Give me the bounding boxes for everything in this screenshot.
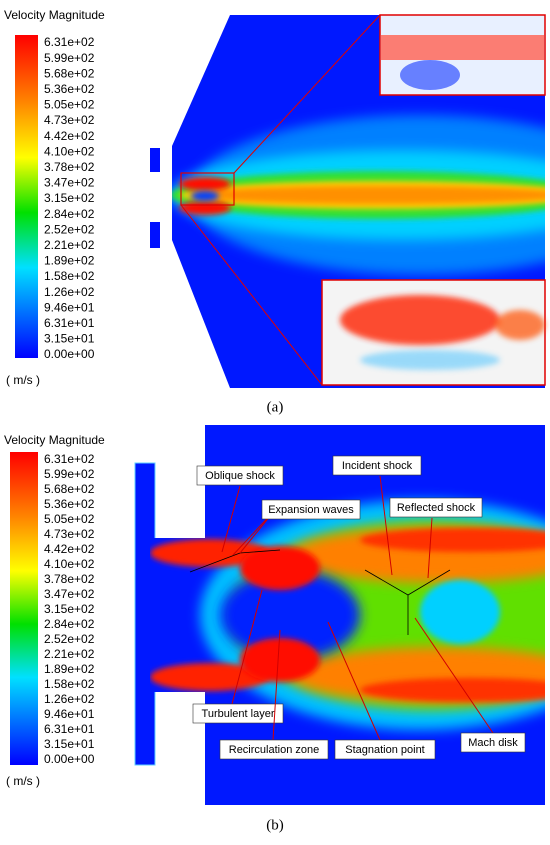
- colorbar-label: 4.10e+02: [44, 557, 95, 571]
- colorbar-label: 5.99e+02: [44, 51, 95, 65]
- annotation: Turbulent layer: [202, 708, 275, 720]
- unit-label: ( m/s ): [6, 373, 40, 387]
- colorbar-label: 2.84e+02: [44, 207, 95, 221]
- colorbar-label: 5.05e+02: [44, 98, 95, 112]
- arrow: [414, 617, 494, 734]
- arrow: [231, 589, 263, 705]
- annotation-box: [460, 732, 526, 753]
- colorbar-label: 3.47e+02: [44, 176, 95, 190]
- colorbar-label: 2.52e+02: [44, 222, 95, 236]
- arrow: [379, 475, 393, 576]
- annotation-box: [334, 739, 436, 760]
- overlay: Velocity Magnitude6.31e+025.99e+025.68e+…: [4, 8, 526, 833]
- colorbar-label: 4.73e+02: [44, 527, 95, 541]
- colorbar-label: 4.42e+02: [44, 129, 95, 143]
- annotation: Stagnation point: [345, 744, 425, 756]
- colorbar-label: 3.78e+02: [44, 572, 95, 586]
- annotation: Mach disk: [468, 737, 518, 749]
- annotation: Expansion waves: [268, 504, 354, 516]
- colorbar-label: 5.05e+02: [44, 512, 95, 526]
- colorbar-label: 4.73e+02: [44, 113, 95, 127]
- colorbar-label: 5.68e+02: [44, 66, 95, 80]
- colorbar-label: 0.00e+00: [44, 752, 95, 766]
- colorbar-label: 6.31e+01: [44, 722, 95, 736]
- colorbar-label: 6.31e+01: [44, 316, 95, 330]
- colorbar-label: 3.47e+02: [44, 587, 95, 601]
- colorbar-label: 3.15e+01: [44, 737, 95, 751]
- annotation-box: [192, 703, 284, 724]
- colorbar-label: 3.15e+02: [44, 191, 95, 205]
- legend-title: Velocity Magnitude: [4, 433, 105, 447]
- colorbar-label: 3.15e+01: [44, 332, 95, 346]
- annotation: Incident shock: [342, 460, 413, 472]
- panel-label: (b): [266, 817, 284, 833]
- arrow: [427, 517, 433, 579]
- colorbar-label: 4.10e+02: [44, 144, 95, 158]
- colorbar-label: 1.89e+02: [44, 662, 95, 676]
- colorbar-label: 3.15e+02: [44, 602, 95, 616]
- colorbar: [15, 35, 38, 358]
- colorbar-label: 2.84e+02: [44, 617, 95, 631]
- colorbar-label: 2.21e+02: [44, 238, 95, 252]
- annotation-box: [261, 499, 361, 520]
- colorbar-label: 4.42e+02: [44, 542, 95, 556]
- colorbar-label: 1.58e+02: [44, 677, 95, 691]
- arrow: [272, 629, 281, 741]
- colorbar-label: 6.31e+02: [44, 452, 95, 466]
- colorbar-label: 0.00e+00: [44, 347, 95, 361]
- colorbar-label: 1.89e+02: [44, 254, 95, 268]
- colorbar-label: 5.36e+02: [44, 82, 95, 96]
- annotation-box: [332, 455, 422, 476]
- legend-title: Velocity Magnitude: [4, 8, 105, 22]
- annotation-box: [219, 739, 329, 760]
- contour-b: [134, 425, 545, 805]
- colorbar-label: 5.68e+02: [44, 482, 95, 496]
- colorbar-label: 1.58e+02: [44, 269, 95, 283]
- arrow: [221, 485, 241, 553]
- colorbar-label: 1.26e+02: [44, 285, 95, 299]
- arrow: [327, 621, 381, 741]
- annotation-box: [389, 497, 483, 518]
- colorbar: [10, 452, 38, 765]
- colorbar-label: 3.78e+02: [44, 160, 95, 174]
- colorbar-label: 5.36e+02: [44, 497, 95, 511]
- colorbar-label: 2.52e+02: [44, 632, 95, 646]
- annotation: Oblique shock: [205, 470, 275, 482]
- colorbar-label: 2.21e+02: [44, 647, 95, 661]
- colorbar-label: 9.46e+01: [44, 300, 95, 314]
- colorbar-label: 6.31e+02: [44, 35, 95, 49]
- colorbar-label: 9.46e+01: [44, 707, 95, 721]
- annotation-box: [196, 465, 284, 486]
- unit-label: ( m/s ): [6, 774, 40, 788]
- contour-a: [150, 14, 546, 388]
- colorbar-label: 5.99e+02: [44, 467, 95, 481]
- panel-label: (a): [267, 399, 284, 415]
- annotation: Reflected shock: [397, 502, 476, 514]
- colorbar-label: 1.26e+02: [44, 692, 95, 706]
- annotation: Recirculation zone: [229, 744, 320, 756]
